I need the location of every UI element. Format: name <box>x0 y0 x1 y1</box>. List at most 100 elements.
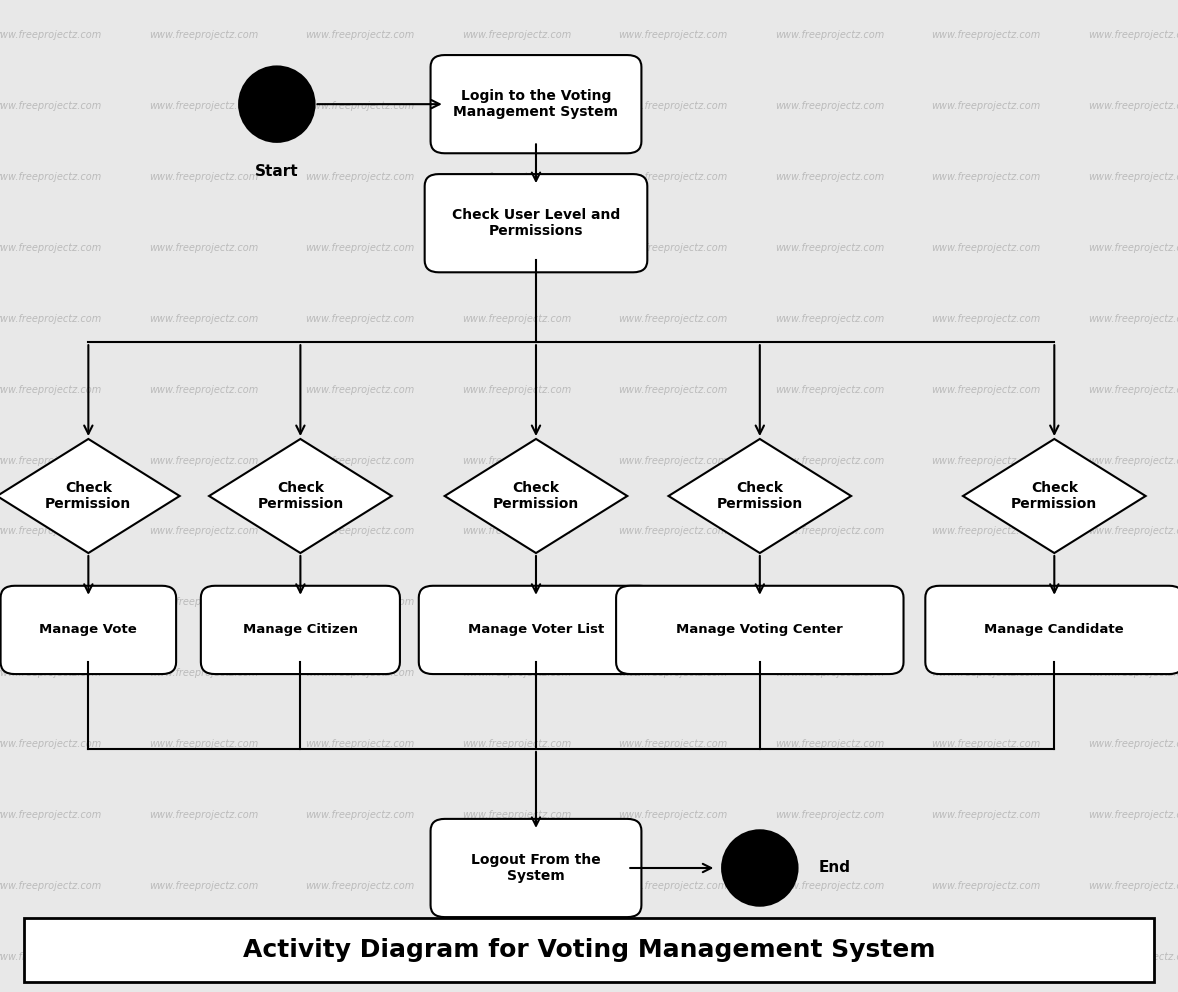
Text: www.freeprojectz.com: www.freeprojectz.com <box>775 881 885 892</box>
Text: www.freeprojectz.com: www.freeprojectz.com <box>305 172 415 182</box>
Text: www.freeprojectz.com: www.freeprojectz.com <box>775 455 885 465</box>
Text: Check
Permission: Check Permission <box>1011 481 1098 511</box>
Text: www.freeprojectz.com: www.freeprojectz.com <box>775 527 885 537</box>
Text: www.freeprojectz.com: www.freeprojectz.com <box>0 100 101 111</box>
Text: Check
Permission: Check Permission <box>45 481 132 511</box>
Text: www.freeprojectz.com: www.freeprojectz.com <box>932 881 1041 892</box>
Text: www.freeprojectz.com: www.freeprojectz.com <box>775 669 885 679</box>
Text: www.freeprojectz.com: www.freeprojectz.com <box>932 30 1041 40</box>
Text: www.freeprojectz.com: www.freeprojectz.com <box>1088 313 1178 323</box>
Text: www.freeprojectz.com: www.freeprojectz.com <box>775 739 885 749</box>
Text: www.freeprojectz.com: www.freeprojectz.com <box>462 810 571 820</box>
Text: Start: Start <box>254 164 299 179</box>
Text: www.freeprojectz.com: www.freeprojectz.com <box>618 455 728 465</box>
Text: www.freeprojectz.com: www.freeprojectz.com <box>775 313 885 323</box>
FancyBboxPatch shape <box>424 175 648 272</box>
Polygon shape <box>964 438 1145 554</box>
Text: www.freeprojectz.com: www.freeprojectz.com <box>932 739 1041 749</box>
Text: www.freeprojectz.com: www.freeprojectz.com <box>0 669 101 679</box>
Text: www.freeprojectz.com: www.freeprojectz.com <box>148 669 258 679</box>
FancyBboxPatch shape <box>200 585 399 675</box>
Text: www.freeprojectz.com: www.freeprojectz.com <box>775 30 885 40</box>
Text: www.freeprojectz.com: www.freeprojectz.com <box>775 597 885 607</box>
Text: www.freeprojectz.com: www.freeprojectz.com <box>932 100 1041 111</box>
Text: www.freeprojectz.com: www.freeprojectz.com <box>1088 669 1178 679</box>
Text: www.freeprojectz.com: www.freeprojectz.com <box>148 243 258 253</box>
Text: www.freeprojectz.com: www.freeprojectz.com <box>148 385 258 395</box>
FancyBboxPatch shape <box>431 56 641 154</box>
Text: www.freeprojectz.com: www.freeprojectz.com <box>148 172 258 182</box>
Text: Check
Permission: Check Permission <box>257 481 344 511</box>
Text: www.freeprojectz.com: www.freeprojectz.com <box>932 527 1041 537</box>
Text: Manage Candidate: Manage Candidate <box>985 623 1124 637</box>
Text: Check User Level and
Permissions: Check User Level and Permissions <box>452 208 620 238</box>
Text: www.freeprojectz.com: www.freeprojectz.com <box>618 810 728 820</box>
Ellipse shape <box>239 66 315 142</box>
Text: www.freeprojectz.com: www.freeprojectz.com <box>305 739 415 749</box>
Polygon shape <box>669 438 851 554</box>
Text: www.freeprojectz.com: www.freeprojectz.com <box>618 952 728 962</box>
Text: www.freeprojectz.com: www.freeprojectz.com <box>305 100 415 111</box>
Text: www.freeprojectz.com: www.freeprojectz.com <box>305 527 415 537</box>
Text: www.freeprojectz.com: www.freeprojectz.com <box>618 172 728 182</box>
Text: www.freeprojectz.com: www.freeprojectz.com <box>148 313 258 323</box>
Text: www.freeprojectz.com: www.freeprojectz.com <box>1088 739 1178 749</box>
Text: www.freeprojectz.com: www.freeprojectz.com <box>1088 243 1178 253</box>
Text: www.freeprojectz.com: www.freeprojectz.com <box>305 881 415 892</box>
Text: www.freeprojectz.com: www.freeprojectz.com <box>148 881 258 892</box>
Text: www.freeprojectz.com: www.freeprojectz.com <box>1088 30 1178 40</box>
Text: Manage Vote: Manage Vote <box>40 623 137 637</box>
Text: www.freeprojectz.com: www.freeprojectz.com <box>0 313 101 323</box>
Text: www.freeprojectz.com: www.freeprojectz.com <box>618 100 728 111</box>
Text: www.freeprojectz.com: www.freeprojectz.com <box>148 739 258 749</box>
Text: www.freeprojectz.com: www.freeprojectz.com <box>775 172 885 182</box>
Text: www.freeprojectz.com: www.freeprojectz.com <box>932 313 1041 323</box>
Text: www.freeprojectz.com: www.freeprojectz.com <box>932 172 1041 182</box>
Text: www.freeprojectz.com: www.freeprojectz.com <box>462 597 571 607</box>
FancyBboxPatch shape <box>616 585 904 675</box>
FancyBboxPatch shape <box>419 585 653 675</box>
Text: Logout From the
System: Logout From the System <box>471 853 601 883</box>
Text: www.freeprojectz.com: www.freeprojectz.com <box>305 810 415 820</box>
Text: www.freeprojectz.com: www.freeprojectz.com <box>0 739 101 749</box>
Polygon shape <box>445 438 627 554</box>
Text: Login to the Voting
Management System: Login to the Voting Management System <box>454 89 618 119</box>
Text: Manage Voting Center: Manage Voting Center <box>676 623 843 637</box>
Text: www.freeprojectz.com: www.freeprojectz.com <box>0 30 101 40</box>
FancyBboxPatch shape <box>926 585 1178 675</box>
Text: www.freeprojectz.com: www.freeprojectz.com <box>305 385 415 395</box>
Text: www.freeprojectz.com: www.freeprojectz.com <box>0 810 101 820</box>
Text: www.freeprojectz.com: www.freeprojectz.com <box>618 243 728 253</box>
Text: www.freeprojectz.com: www.freeprojectz.com <box>932 669 1041 679</box>
Text: www.freeprojectz.com: www.freeprojectz.com <box>305 669 415 679</box>
Text: www.freeprojectz.com: www.freeprojectz.com <box>932 952 1041 962</box>
Text: www.freeprojectz.com: www.freeprojectz.com <box>462 313 571 323</box>
Text: www.freeprojectz.com: www.freeprojectz.com <box>775 952 885 962</box>
Text: www.freeprojectz.com: www.freeprojectz.com <box>1088 881 1178 892</box>
Text: www.freeprojectz.com: www.freeprojectz.com <box>618 881 728 892</box>
Text: www.freeprojectz.com: www.freeprojectz.com <box>305 952 415 962</box>
Text: End: End <box>819 860 851 876</box>
Text: www.freeprojectz.com: www.freeprojectz.com <box>775 243 885 253</box>
Text: www.freeprojectz.com: www.freeprojectz.com <box>462 385 571 395</box>
FancyBboxPatch shape <box>24 918 1154 982</box>
Text: www.freeprojectz.com: www.freeprojectz.com <box>462 100 571 111</box>
Text: www.freeprojectz.com: www.freeprojectz.com <box>618 527 728 537</box>
Text: Activity Diagram for Voting Management System: Activity Diagram for Voting Management S… <box>243 937 935 962</box>
Text: www.freeprojectz.com: www.freeprojectz.com <box>618 597 728 607</box>
Text: www.freeprojectz.com: www.freeprojectz.com <box>1088 172 1178 182</box>
Text: www.freeprojectz.com: www.freeprojectz.com <box>305 455 415 465</box>
Text: www.freeprojectz.com: www.freeprojectz.com <box>462 243 571 253</box>
Text: www.freeprojectz.com: www.freeprojectz.com <box>462 952 571 962</box>
Text: www.freeprojectz.com: www.freeprojectz.com <box>148 597 258 607</box>
FancyBboxPatch shape <box>431 819 641 917</box>
Text: Check
Permission: Check Permission <box>492 481 580 511</box>
Text: www.freeprojectz.com: www.freeprojectz.com <box>618 30 728 40</box>
Text: www.freeprojectz.com: www.freeprojectz.com <box>462 172 571 182</box>
Text: www.freeprojectz.com: www.freeprojectz.com <box>0 455 101 465</box>
Text: Check
Permission: Check Permission <box>716 481 803 511</box>
Text: www.freeprojectz.com: www.freeprojectz.com <box>1088 952 1178 962</box>
Polygon shape <box>0 438 179 554</box>
Text: www.freeprojectz.com: www.freeprojectz.com <box>0 527 101 537</box>
Text: www.freeprojectz.com: www.freeprojectz.com <box>932 455 1041 465</box>
